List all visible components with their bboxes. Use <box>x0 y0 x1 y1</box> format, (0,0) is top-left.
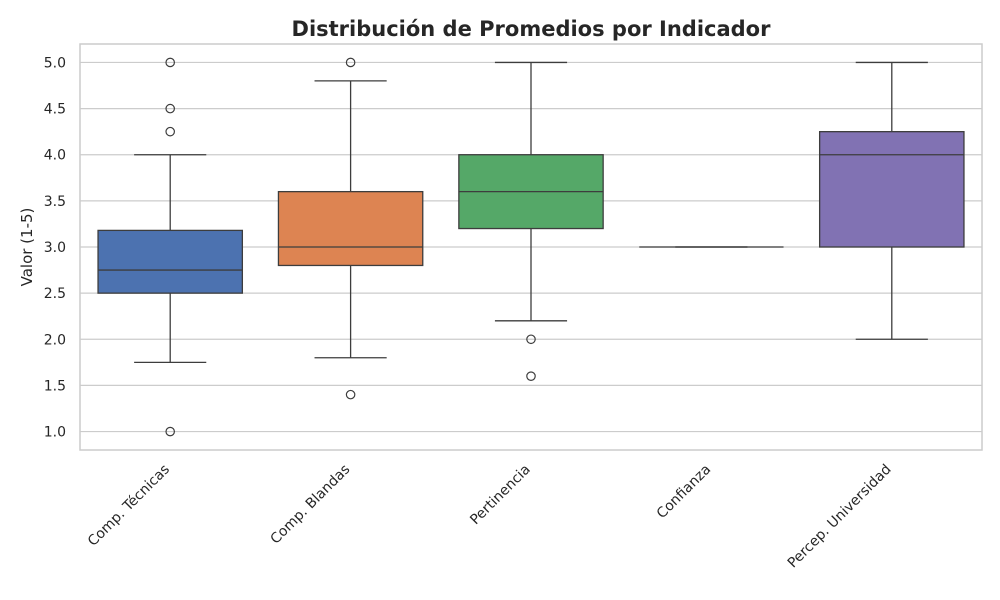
outlier-point <box>165 57 175 68</box>
tick-layer: 1.0 1.5 2.0 2.5 3.0 3.5 4.0 4.5 5.0 Comp. Técnica… <box>44 55 895 571</box>
outlier-point <box>165 103 175 114</box>
box-group <box>277 57 424 400</box>
outlier-point <box>526 371 536 381</box>
chart-title: Distribución de Promedios por Indicador <box>292 17 772 41</box>
plot-frame <box>79 43 983 451</box>
y-tick-label: 4.5 <box>44 102 66 118</box>
x-tick-label: Comp. Blandas <box>268 462 354 548</box>
x-tick-label: Percep. Universidad <box>785 462 895 572</box>
box-group <box>458 61 604 381</box>
box-group <box>818 61 965 340</box>
outlier-point <box>165 126 175 137</box>
y-tick-label: 1.5 <box>44 378 66 394</box>
outlier-point <box>165 426 175 437</box>
y-tick-label: 3.5 <box>44 194 66 210</box>
outlier-point <box>526 334 536 345</box>
y-tick-label: 2.5 <box>44 286 66 302</box>
x-tick-label: Comp. Técnicas <box>85 462 173 550</box>
y-tick-label: 5.0 <box>44 55 66 71</box>
y-axis-label: Valor (1-5) <box>18 208 36 287</box>
y-tick-label: 2.0 <box>44 332 66 348</box>
outlier-point <box>345 389 356 400</box>
box-layer <box>97 57 965 437</box>
box-group <box>97 57 244 437</box>
y-tick-label: 1.0 <box>44 425 66 441</box>
outlier-point <box>345 57 356 68</box>
box-body <box>97 229 244 294</box>
box-body <box>818 131 965 248</box>
y-tick-label: 4.0 <box>44 148 66 164</box>
x-tick-label: Pertinencia <box>467 462 534 529</box>
box-body <box>277 190 424 267</box>
x-tick-label: Confianza <box>654 462 714 522</box>
y-tick-label: 3.0 <box>44 240 66 256</box>
